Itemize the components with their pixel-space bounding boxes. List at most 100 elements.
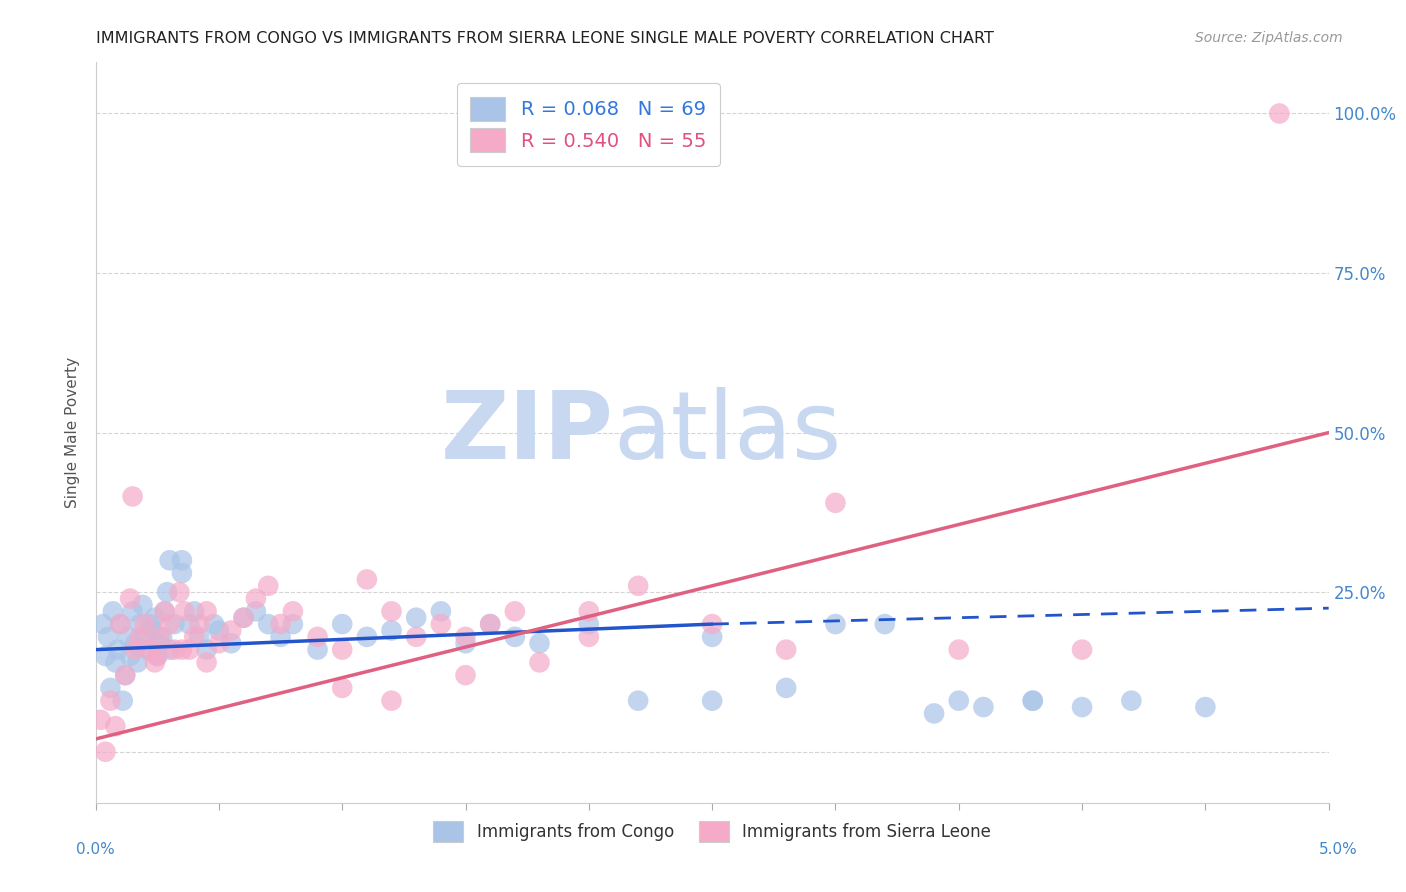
Text: 0.0%: 0.0% [76, 842, 115, 856]
Point [202, 617, 225, 632]
Point [232, 611, 254, 625]
Point [117, 630, 139, 644]
Point [120, 591, 142, 606]
Point [110, 617, 132, 632]
Point [430, 617, 453, 632]
Point [114, 668, 136, 682]
Point [101, 604, 124, 618]
Point [330, 642, 353, 657]
Point [922, 706, 945, 721]
Point [134, 617, 156, 632]
Point [97, 630, 120, 644]
Point [131, 598, 153, 612]
Point [90, 713, 112, 727]
Text: ZIP: ZIP [440, 386, 613, 479]
Point [824, 617, 846, 632]
Point [1121, 694, 1143, 708]
Point [232, 611, 254, 625]
Point [307, 642, 329, 657]
Point [94, 648, 117, 663]
Point [627, 579, 650, 593]
Point [578, 604, 600, 618]
Point [330, 617, 353, 632]
Point [208, 636, 231, 650]
Point [169, 585, 191, 599]
Point [121, 604, 143, 618]
Point [380, 694, 402, 708]
Point [94, 745, 117, 759]
Point [972, 700, 994, 714]
Point [219, 624, 242, 638]
Point [134, 630, 156, 644]
Point [149, 630, 172, 644]
Point [1268, 106, 1291, 120]
Point [195, 604, 218, 618]
Point [1022, 694, 1045, 708]
Point [1022, 694, 1045, 708]
Point [1071, 642, 1094, 657]
Point [270, 617, 292, 632]
Point [153, 604, 176, 618]
Point [454, 636, 477, 650]
Point [107, 642, 129, 657]
Point [146, 648, 169, 663]
Point [824, 496, 846, 510]
Point [245, 604, 267, 618]
Point [127, 656, 149, 670]
Point [159, 642, 181, 657]
Point [307, 630, 329, 644]
Point [173, 604, 195, 618]
Point [578, 630, 600, 644]
Point [100, 681, 122, 695]
Point [153, 604, 176, 618]
Point [380, 604, 402, 618]
Point [529, 636, 551, 650]
Point [136, 642, 159, 657]
Point [479, 617, 502, 632]
Point [195, 642, 218, 657]
Point [405, 611, 427, 625]
Point [188, 617, 211, 632]
Point [702, 630, 724, 644]
Text: IMMIGRANTS FROM CONGO VS IMMIGRANTS FROM SIERRA LEONE SINGLE MALE POVERTY CORREL: IMMIGRANTS FROM CONGO VS IMMIGRANTS FROM… [96, 31, 994, 46]
Point [183, 604, 205, 618]
Point [281, 617, 304, 632]
Point [129, 617, 152, 632]
Point [775, 642, 797, 657]
Point [529, 656, 551, 670]
Point [356, 573, 378, 587]
Point [114, 668, 136, 682]
Point [163, 617, 186, 632]
Legend: Immigrants from Congo, Immigrants from Sierra Leone: Immigrants from Congo, Immigrants from S… [425, 813, 1000, 850]
Point [139, 617, 162, 632]
Point [91, 617, 114, 632]
Point [183, 630, 205, 644]
Point [170, 566, 193, 580]
Point [281, 604, 304, 618]
Point [141, 624, 163, 638]
Point [170, 553, 193, 567]
Text: Source: ZipAtlas.com: Source: ZipAtlas.com [1195, 31, 1343, 45]
Y-axis label: Single Male Poverty: Single Male Poverty [65, 357, 80, 508]
Point [627, 694, 650, 708]
Point [1194, 700, 1216, 714]
Point [143, 611, 166, 625]
Point [179, 642, 201, 657]
Point [104, 656, 127, 670]
Point [245, 591, 267, 606]
Point [454, 668, 477, 682]
Point [873, 617, 896, 632]
Point [139, 642, 162, 657]
Point [702, 617, 724, 632]
Point [775, 681, 797, 695]
Point [188, 630, 211, 644]
Point [356, 630, 378, 644]
Point [179, 617, 201, 632]
Point [479, 617, 502, 632]
Point [149, 636, 172, 650]
Point [208, 624, 231, 638]
Text: atlas: atlas [613, 386, 842, 479]
Point [170, 642, 193, 657]
Point [219, 636, 242, 650]
Point [257, 617, 280, 632]
